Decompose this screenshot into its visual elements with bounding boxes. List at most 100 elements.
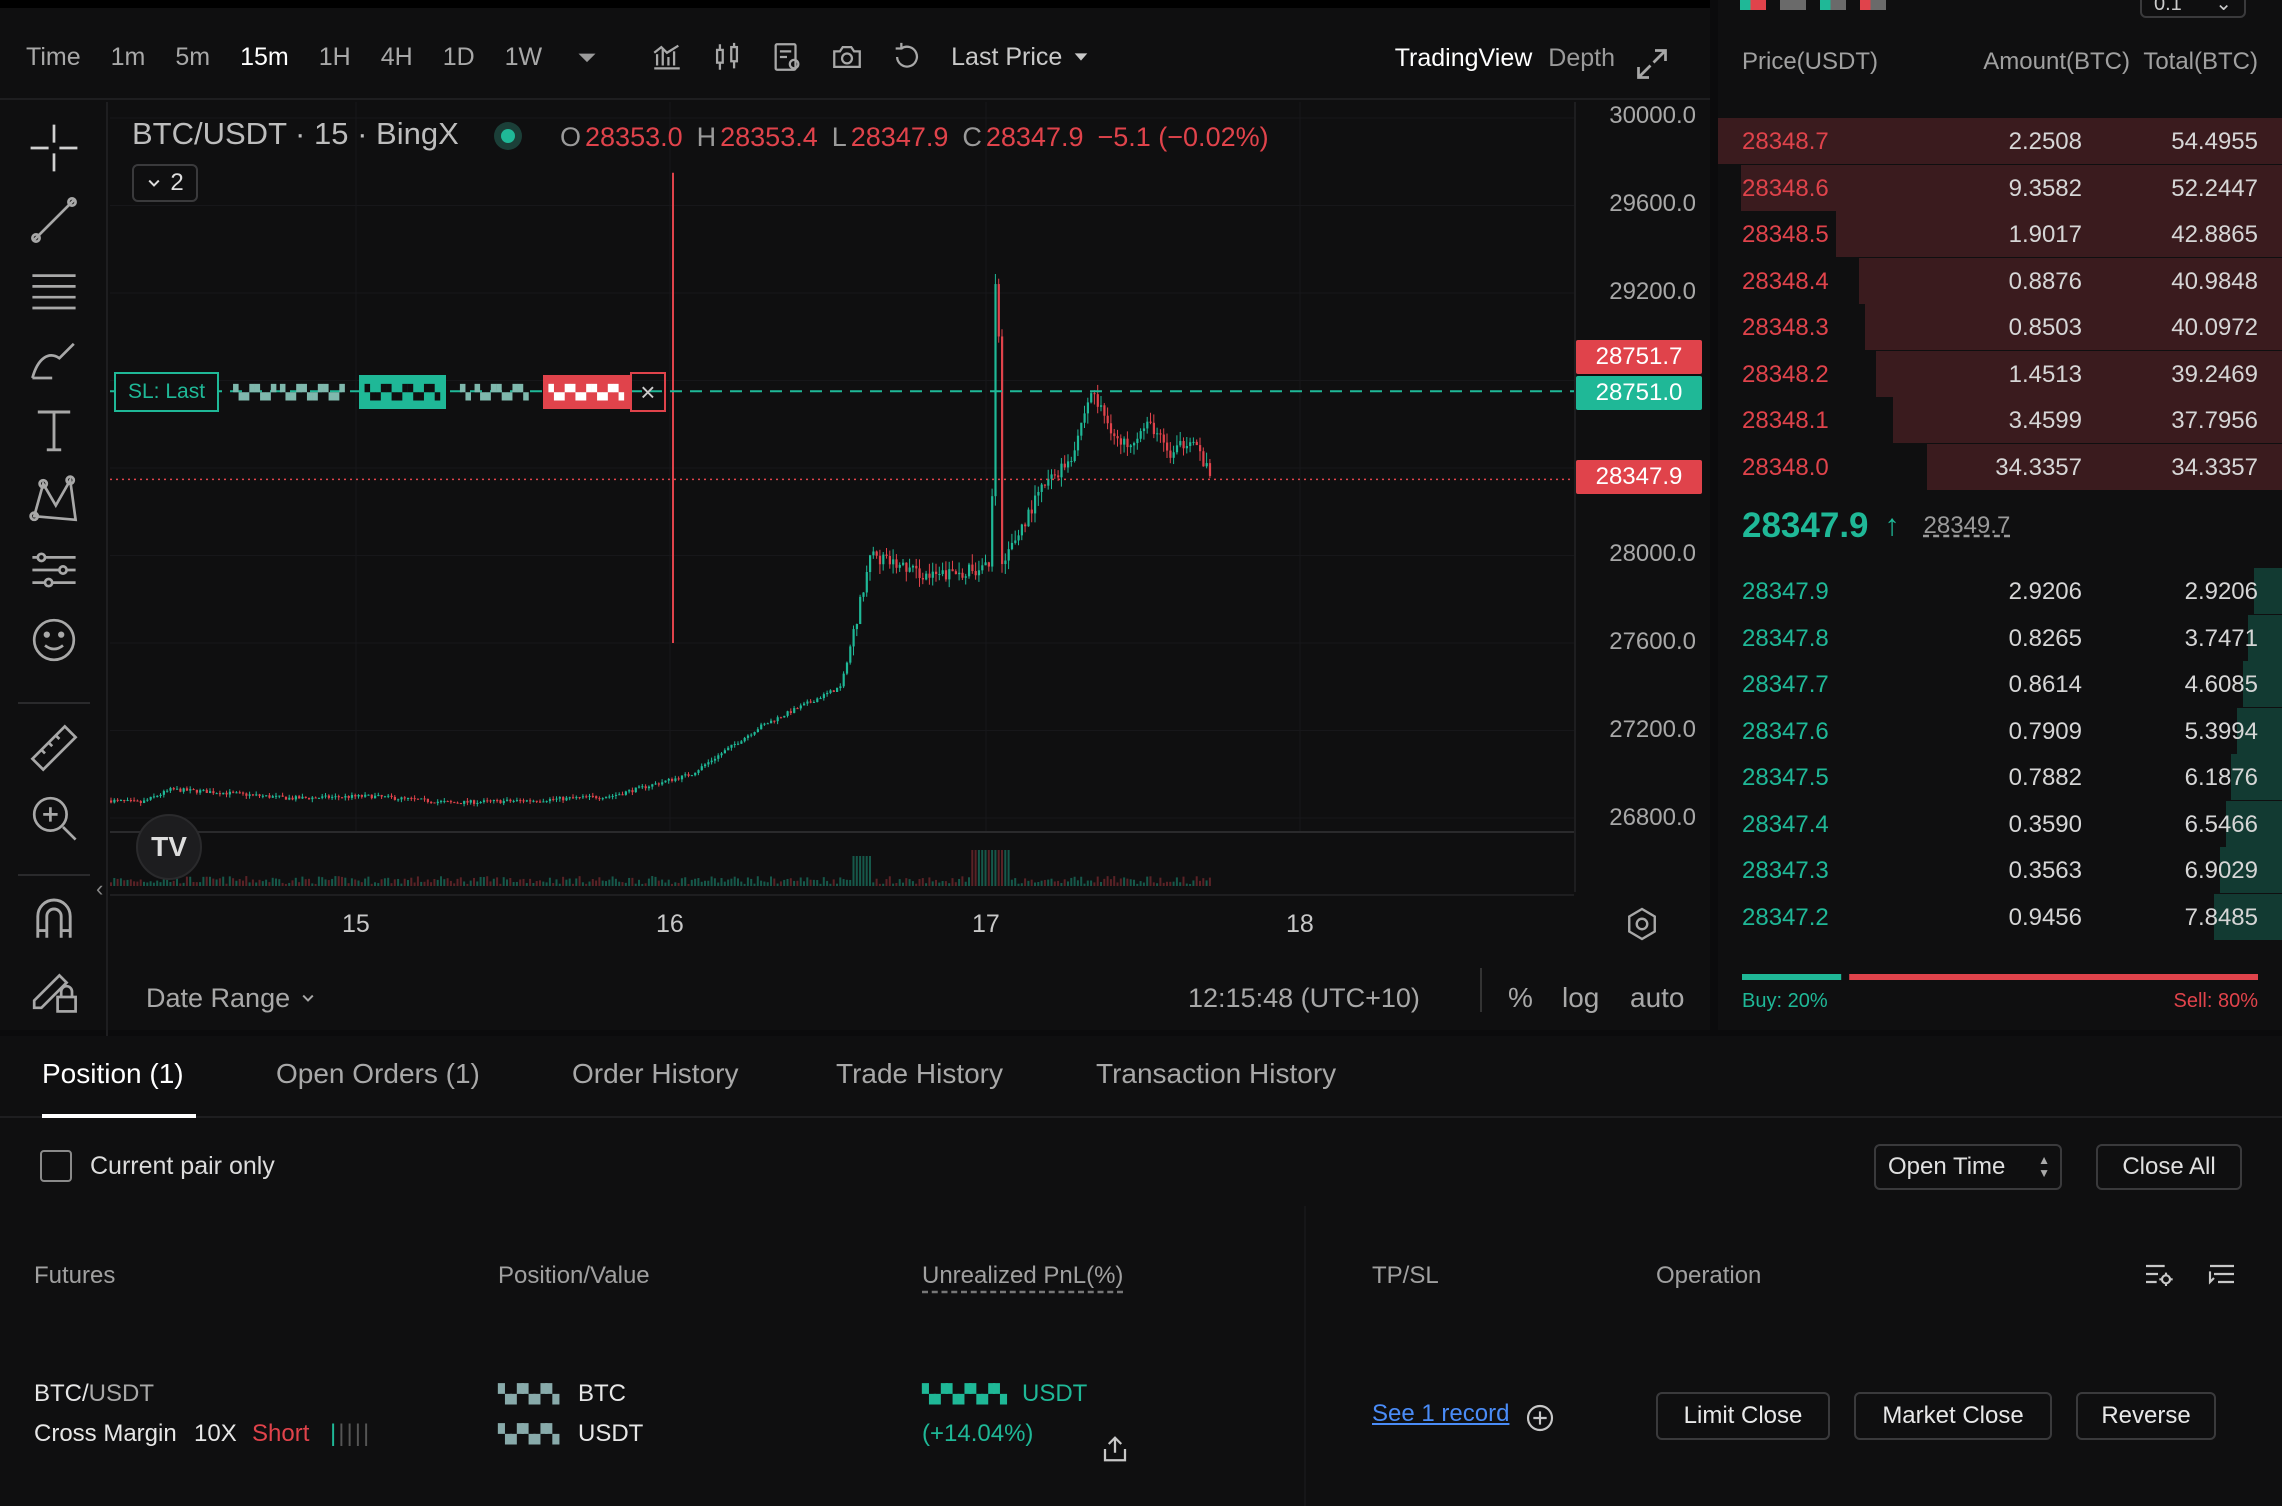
current-pair-only-checkbox[interactable]: Current pair only: [40, 1150, 275, 1182]
candle-body: [433, 802, 436, 804]
view-bids-only-icon[interactable]: [1820, 0, 1846, 10]
candle-body: [218, 793, 222, 795]
ask-row[interactable]: 28348.7 2.2508 54.4955: [1718, 118, 2282, 164]
camera-icon[interactable]: [817, 27, 877, 87]
zoom-in-icon[interactable]: [24, 788, 84, 848]
text-tool-icon[interactable]: [24, 400, 84, 460]
candle-body: [337, 796, 340, 798]
mark-price[interactable]: 28349.7: [1923, 512, 2011, 539]
timeframe-1d[interactable]: 1D: [442, 42, 475, 71]
timeframe-more-icon[interactable]: [557, 27, 617, 87]
timeframe-time[interactable]: Time: [26, 42, 81, 71]
bid-row[interactable]: 28347.3 0.3563 6.9029: [1718, 847, 2282, 893]
auto-scale-button[interactable]: auto: [1630, 982, 1685, 1013]
view-asks-only-icon[interactable]: [1860, 0, 1886, 10]
tab-order-history[interactable]: Order History: [572, 1058, 739, 1089]
timeframe-1w[interactable]: 1W: [504, 42, 543, 71]
tab-trade-history[interactable]: Trade History: [836, 1058, 1004, 1089]
indicators-icon[interactable]: [637, 27, 697, 87]
filter-list-icon[interactable]: [2206, 1258, 2238, 1290]
indicator-collapse-button[interactable]: 2: [132, 164, 198, 202]
limit-close-button[interactable]: Limit Close: [1656, 1392, 1830, 1440]
fullscreen-icon[interactable]: [1634, 46, 1670, 82]
volume-bar: [110, 882, 112, 886]
scroll-left-icon[interactable]: ‹: [96, 876, 104, 901]
view-bids-icon[interactable]: [1780, 0, 1806, 10]
ask-price: 28348.5: [1742, 221, 1829, 248]
time-axis[interactable]: 15 16 17 18: [110, 894, 1574, 954]
log-scale-button[interactable]: log: [1562, 982, 1600, 1013]
ruler-icon[interactable]: [24, 718, 84, 778]
bid-row[interactable]: 28347.7 0.8614 4.6085: [1718, 661, 2282, 707]
volume-bar: [984, 850, 987, 886]
candle-body: [268, 795, 271, 798]
brush-icon[interactable]: [24, 330, 84, 390]
close-all-button[interactable]: Close All: [2096, 1144, 2242, 1190]
prediction-icon[interactable]: [24, 540, 84, 600]
position-pair[interactable]: BTC/USDT: [34, 1380, 154, 1408]
tab-position[interactable]: Position (1): [42, 1058, 184, 1089]
col-unrealized-pnl[interactable]: Unrealized PnL(%): [922, 1262, 1124, 1289]
market-close-button[interactable]: Market Close: [1854, 1392, 2052, 1440]
timeframe-5m[interactable]: 5m: [175, 42, 211, 71]
volume-bar: [489, 881, 492, 886]
timeframe-15m[interactable]: 15m: [240, 42, 289, 71]
sort-select[interactable]: Open Time ▲ ▼: [1874, 1144, 2062, 1190]
bid-row[interactable]: 28347.6 0.7909 5.3994: [1718, 707, 2282, 754]
date-range-select[interactable]: Date Range: [146, 983, 316, 1014]
candle-body: [146, 799, 149, 801]
lock-drawings-icon[interactable]: [24, 958, 84, 1018]
ask-row[interactable]: 28348.6 9.3582 52.2447: [1718, 164, 2282, 211]
stop-loss-order-tag[interactable]: SL: Last ▚▞▚▞ ▚▞▚▞▚▞ ▚▞▚▞▚▞▚ ▚ ▚▞▚▞▚ ▚▞▚…: [114, 372, 666, 412]
emoji-icon[interactable]: [24, 610, 84, 670]
volume-bar: [136, 881, 139, 886]
bid-row[interactable]: 28347.2 0.9456 7.8485: [1718, 893, 2282, 940]
view-tradingview[interactable]: TradingView: [1394, 44, 1533, 72]
candle-type-icon[interactable]: [697, 27, 757, 87]
tpsl-record-link[interactable]: See 1 record: [1372, 1400, 1510, 1427]
volume-bar: [367, 876, 370, 886]
add-tpsl-icon[interactable]: [1524, 1402, 1556, 1434]
bid-row[interactable]: 28347.8 0.8265 3.7471: [1718, 614, 2282, 661]
reverse-button[interactable]: Reverse: [2076, 1392, 2216, 1440]
candle-body: [826, 692, 829, 695]
ask-price: 28348.3: [1742, 314, 1829, 341]
ask-row[interactable]: 28348.2 1.4513 39.2469: [1718, 350, 2282, 397]
pattern-icon[interactable]: [24, 470, 84, 530]
chart-settings-icon[interactable]: [1624, 906, 1660, 942]
price-step-select[interactable]: 0.1 ⌄: [2140, 0, 2246, 18]
cancel-stop-loss-icon[interactable]: ×: [629, 372, 666, 412]
column-settings-icon[interactable]: [2142, 1258, 2174, 1290]
tab-open-orders[interactable]: Open Orders (1): [276, 1058, 480, 1089]
bid-row[interactable]: 28347.5 0.7882 6.1876: [1718, 754, 2282, 800]
bid-row[interactable]: 28347.4 0.3590 6.5466: [1718, 800, 2282, 847]
ask-row[interactable]: 28348.4 0.8876 40.9848: [1718, 257, 2282, 304]
ask-price: 28348.7: [1742, 128, 1829, 155]
price-type-select[interactable]: Last Price: [951, 43, 1090, 72]
bid-row[interactable]: 28347.9 2.9206 2.9206: [1718, 568, 2282, 614]
percent-scale-button[interactable]: %: [1508, 982, 1533, 1013]
ask-row[interactable]: 28348.5 1.9017 42.8865: [1718, 211, 2282, 257]
ask-row[interactable]: 28348.0 34.3357 34.3357: [1718, 443, 2282, 490]
checkbox-box[interactable]: [40, 1150, 72, 1182]
reset-icon[interactable]: [877, 27, 937, 87]
price-chart[interactable]: [110, 102, 1574, 892]
share-icon[interactable]: [1100, 1434, 1130, 1464]
magnet-icon[interactable]: [24, 888, 84, 948]
price-axis[interactable]: 30000.0 29600.0 29200.0 28000.0 27600.0 …: [1574, 102, 1710, 892]
templates-icon[interactable]: [757, 27, 817, 87]
view-both-icon[interactable]: [1740, 0, 1766, 10]
ask-row[interactable]: 28348.3 0.8503 40.0972: [1718, 304, 2282, 350]
depth-bar: [2242, 661, 2282, 707]
fib-lines-icon[interactable]: [24, 260, 84, 320]
timeframe-1h[interactable]: 1H: [318, 42, 351, 71]
tab-transaction-history[interactable]: Transaction History: [1096, 1058, 1337, 1089]
candle-body: [492, 800, 495, 802]
view-depth[interactable]: Depth: [1548, 44, 1615, 72]
ask-row[interactable]: 28348.1 3.4599 37.7956: [1718, 397, 2282, 443]
crosshair-icon[interactable]: [24, 118, 84, 178]
timeframe-1m[interactable]: 1m: [110, 42, 146, 71]
timeframe-4h[interactable]: 4H: [380, 42, 413, 71]
trend-line-icon[interactable]: [24, 190, 84, 250]
bid-total: 5.3994: [2184, 717, 2258, 745]
